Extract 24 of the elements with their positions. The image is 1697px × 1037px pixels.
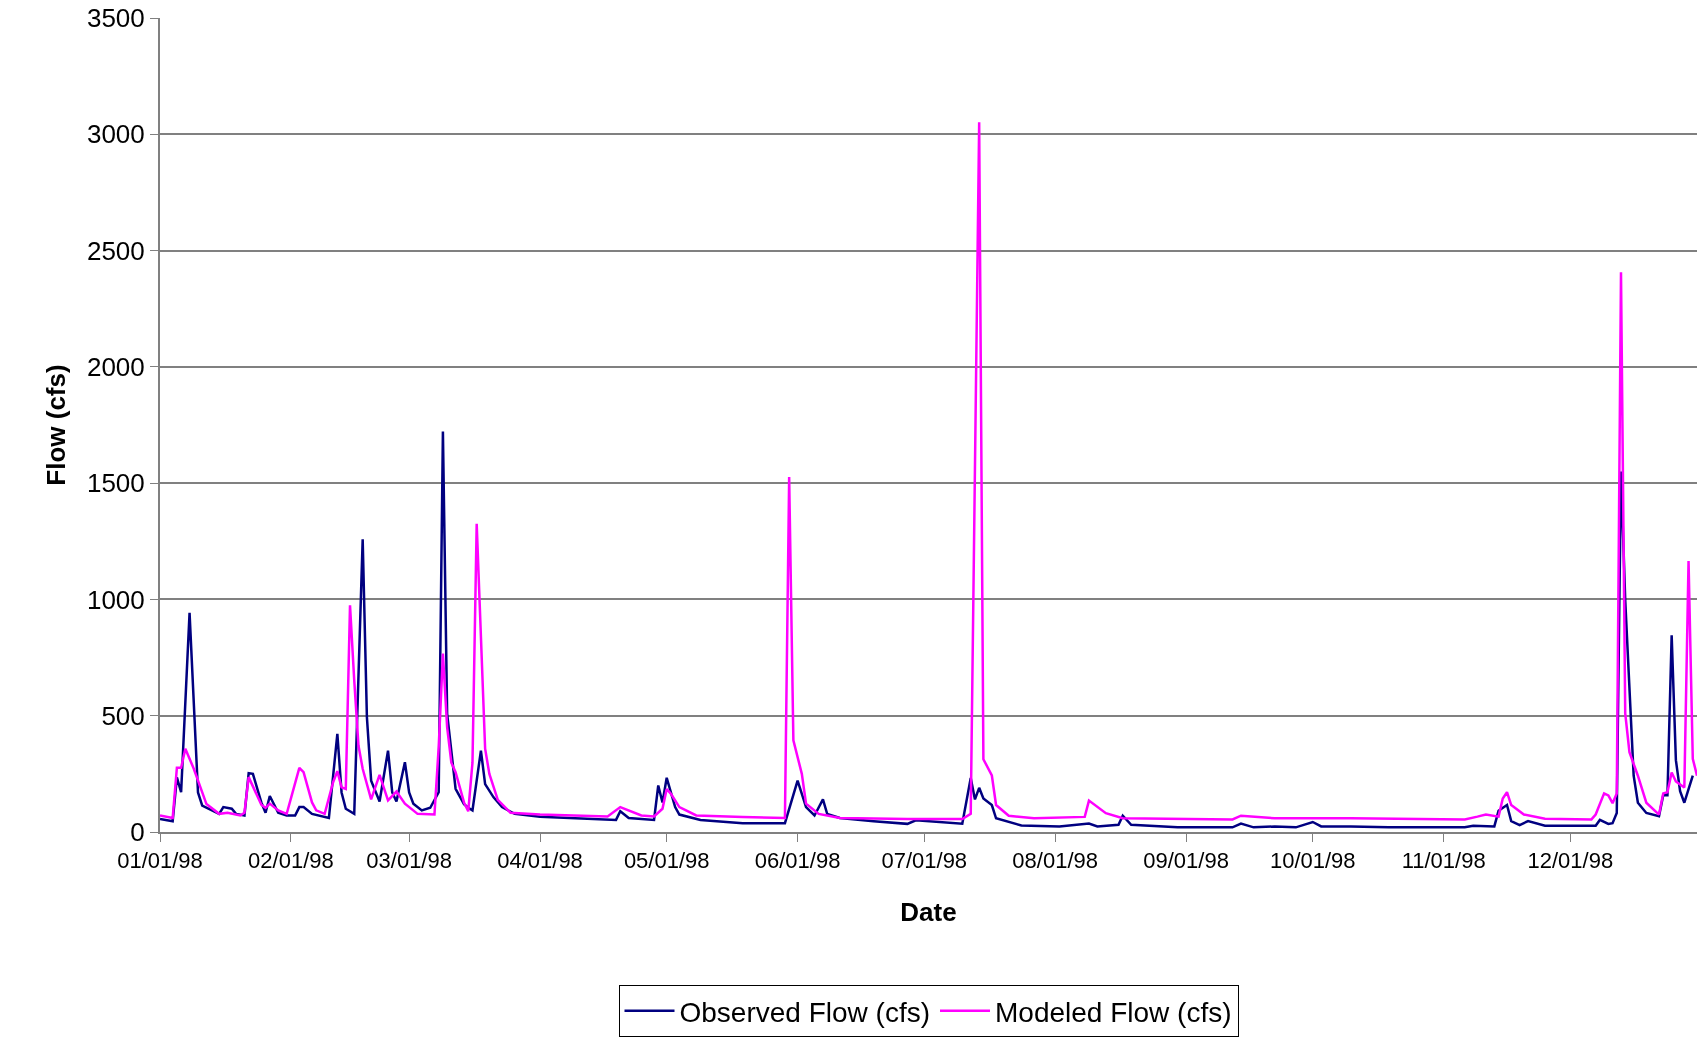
y-tick-label: 1500 xyxy=(86,468,145,499)
x-tick-label: 11/01/98 xyxy=(1401,848,1486,874)
x-axis-title: Date xyxy=(900,896,957,927)
legend-label: Modeled Flow (cfs) xyxy=(995,996,1232,1028)
y-axis-title: Flow (cfs) xyxy=(40,364,71,486)
y-tick-label: 500 xyxy=(101,700,145,731)
y-tick-label: 3500 xyxy=(86,3,145,34)
y-tick-label: 1000 xyxy=(86,584,145,615)
x-tick-label: 05/01/98 xyxy=(623,848,710,874)
y-tick-label: 2000 xyxy=(86,351,145,382)
y-tick-label: 2500 xyxy=(86,235,145,266)
x-tick-label: 03/01/98 xyxy=(366,848,452,874)
x-tick-label: 07/01/98 xyxy=(881,848,968,874)
x-tick-label: 08/01/98 xyxy=(1012,848,1098,874)
x-tick-label: 04/01/98 xyxy=(497,848,583,874)
legend-label: Observed Flow (cfs) xyxy=(679,996,930,1028)
x-tick-label: 02/01/98 xyxy=(248,848,334,874)
x-tick-label: 01/01/98 xyxy=(117,848,203,874)
y-tick-label: 0 xyxy=(130,817,145,848)
x-tick-label: 12/01/98 xyxy=(1527,848,1614,874)
x-tick-label: 10/01/98 xyxy=(1269,848,1356,874)
x-tick-label: 09/01/98 xyxy=(1143,848,1229,874)
y-tick-label: 3000 xyxy=(86,119,145,150)
x-tick-label: 06/01/98 xyxy=(754,848,841,874)
